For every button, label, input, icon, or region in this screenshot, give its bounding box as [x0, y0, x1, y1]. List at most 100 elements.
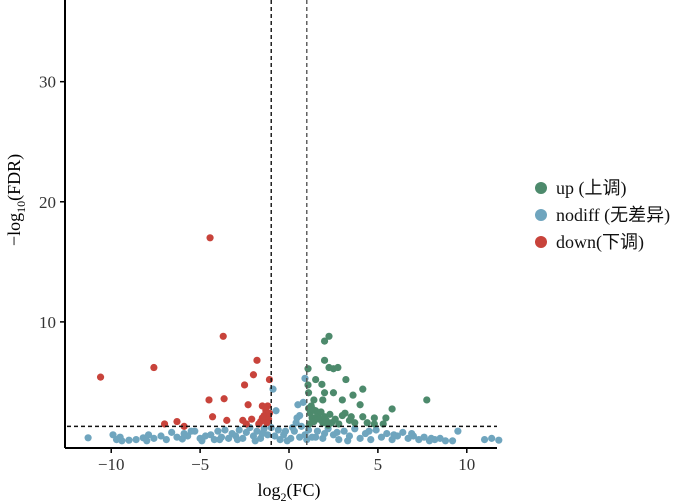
point-nodiff: [296, 433, 304, 441]
point-up: [304, 365, 312, 373]
point-up: [382, 414, 390, 422]
legend-marker: [535, 209, 547, 221]
point-down: [244, 401, 252, 409]
point-up: [388, 405, 396, 413]
point-nodiff: [312, 433, 320, 441]
point-nodiff: [251, 437, 259, 445]
point-nodiff: [281, 427, 290, 435]
point-nodiff: [132, 435, 140, 444]
point-nodiff: [320, 429, 329, 438]
threshold-lines: [67, 0, 497, 448]
point-nodiff: [383, 429, 391, 438]
point-up: [370, 414, 378, 422]
point-nodiff: [288, 423, 297, 432]
point-nodiff: [191, 427, 199, 435]
point-nodiff: [162, 435, 170, 444]
point-nodiff: [356, 434, 364, 442]
point-up: [329, 389, 338, 397]
point-nodiff: [116, 433, 124, 441]
point-up: [338, 396, 346, 404]
point-up: [334, 363, 342, 372]
point-nodiff: [287, 434, 295, 442]
legend-label: nodiff (无差异): [556, 205, 670, 226]
point-nodiff: [125, 436, 133, 444]
point-nodiff: [178, 435, 186, 443]
point-nodiff: [441, 437, 450, 445]
point-nodiff: [216, 435, 224, 444]
x-tick-label: 5: [374, 455, 383, 474]
axes: −10 −5 0 5 10 10 20 30: [39, 0, 497, 474]
x-tick-label: −5: [191, 455, 209, 474]
point-down: [253, 356, 261, 364]
point-down: [180, 422, 188, 430]
point-down: [261, 403, 269, 411]
point-down: [223, 416, 231, 424]
point-up: [309, 405, 317, 414]
point-up: [318, 380, 326, 388]
point-down: [150, 363, 158, 372]
point-up: [349, 391, 357, 399]
point-up: [320, 356, 329, 364]
point-nodiff: [235, 426, 243, 434]
point-up: [423, 396, 431, 404]
legend-marker: [535, 182, 547, 194]
legend-marker: [535, 236, 547, 248]
point-up: [320, 337, 329, 345]
point-nodiff: [495, 436, 503, 444]
point-nodiff: [480, 435, 489, 444]
point-nodiff: [390, 431, 398, 439]
point-up: [363, 419, 371, 427]
point-nodiff: [272, 407, 280, 415]
point-down: [208, 413, 217, 421]
point-nodiff: [144, 431, 153, 439]
point-up: [319, 396, 327, 404]
point-nodiff: [221, 426, 229, 434]
point-nodiff: [258, 429, 266, 438]
point-up: [338, 411, 346, 420]
point-nodiff: [365, 427, 373, 435]
x-tick-label: −10: [98, 455, 125, 474]
point-up: [310, 396, 318, 404]
point-nodiff: [420, 433, 428, 441]
point-nodiff: [313, 427, 322, 435]
point-nodiff: [274, 426, 282, 434]
point-nodiff: [333, 428, 341, 436]
point-nodiff: [399, 428, 407, 436]
point-up: [359, 413, 367, 421]
point-down: [248, 415, 256, 423]
point-nodiff: [84, 434, 92, 442]
point-nodiff: [448, 437, 457, 445]
point-down: [249, 371, 258, 379]
point-up: [351, 419, 359, 427]
point-nodiff: [150, 434, 158, 442]
point-up: [312, 375, 320, 384]
point-up: [304, 389, 313, 397]
y-tick-label: 30: [39, 73, 56, 92]
point-nodiff: [233, 435, 242, 444]
point-nodiff: [143, 437, 151, 445]
point-down: [240, 381, 249, 389]
point-down: [173, 417, 181, 426]
point-nodiff: [198, 437, 206, 445]
point-nodiff: [303, 435, 311, 444]
point-down: [206, 234, 214, 242]
legend-label: up (上调): [556, 178, 627, 199]
point-down: [220, 395, 228, 403]
point-down: [265, 375, 274, 384]
point-nodiff: [210, 435, 218, 444]
point-up: [359, 385, 367, 393]
points-layer: [84, 234, 503, 445]
point-nodiff: [454, 427, 462, 435]
y-tick-label: 10: [39, 313, 56, 332]
point-up: [356, 401, 364, 409]
point-nodiff: [344, 437, 352, 445]
point-up: [304, 381, 312, 389]
point-up: [342, 375, 350, 384]
x-axis-label: log2(FC): [257, 480, 320, 504]
point-nodiff: [180, 429, 188, 438]
x-tick-label: 0: [285, 455, 294, 474]
point-nodiff: [488, 434, 496, 442]
point-nodiff: [168, 428, 176, 436]
point-down: [265, 409, 274, 417]
